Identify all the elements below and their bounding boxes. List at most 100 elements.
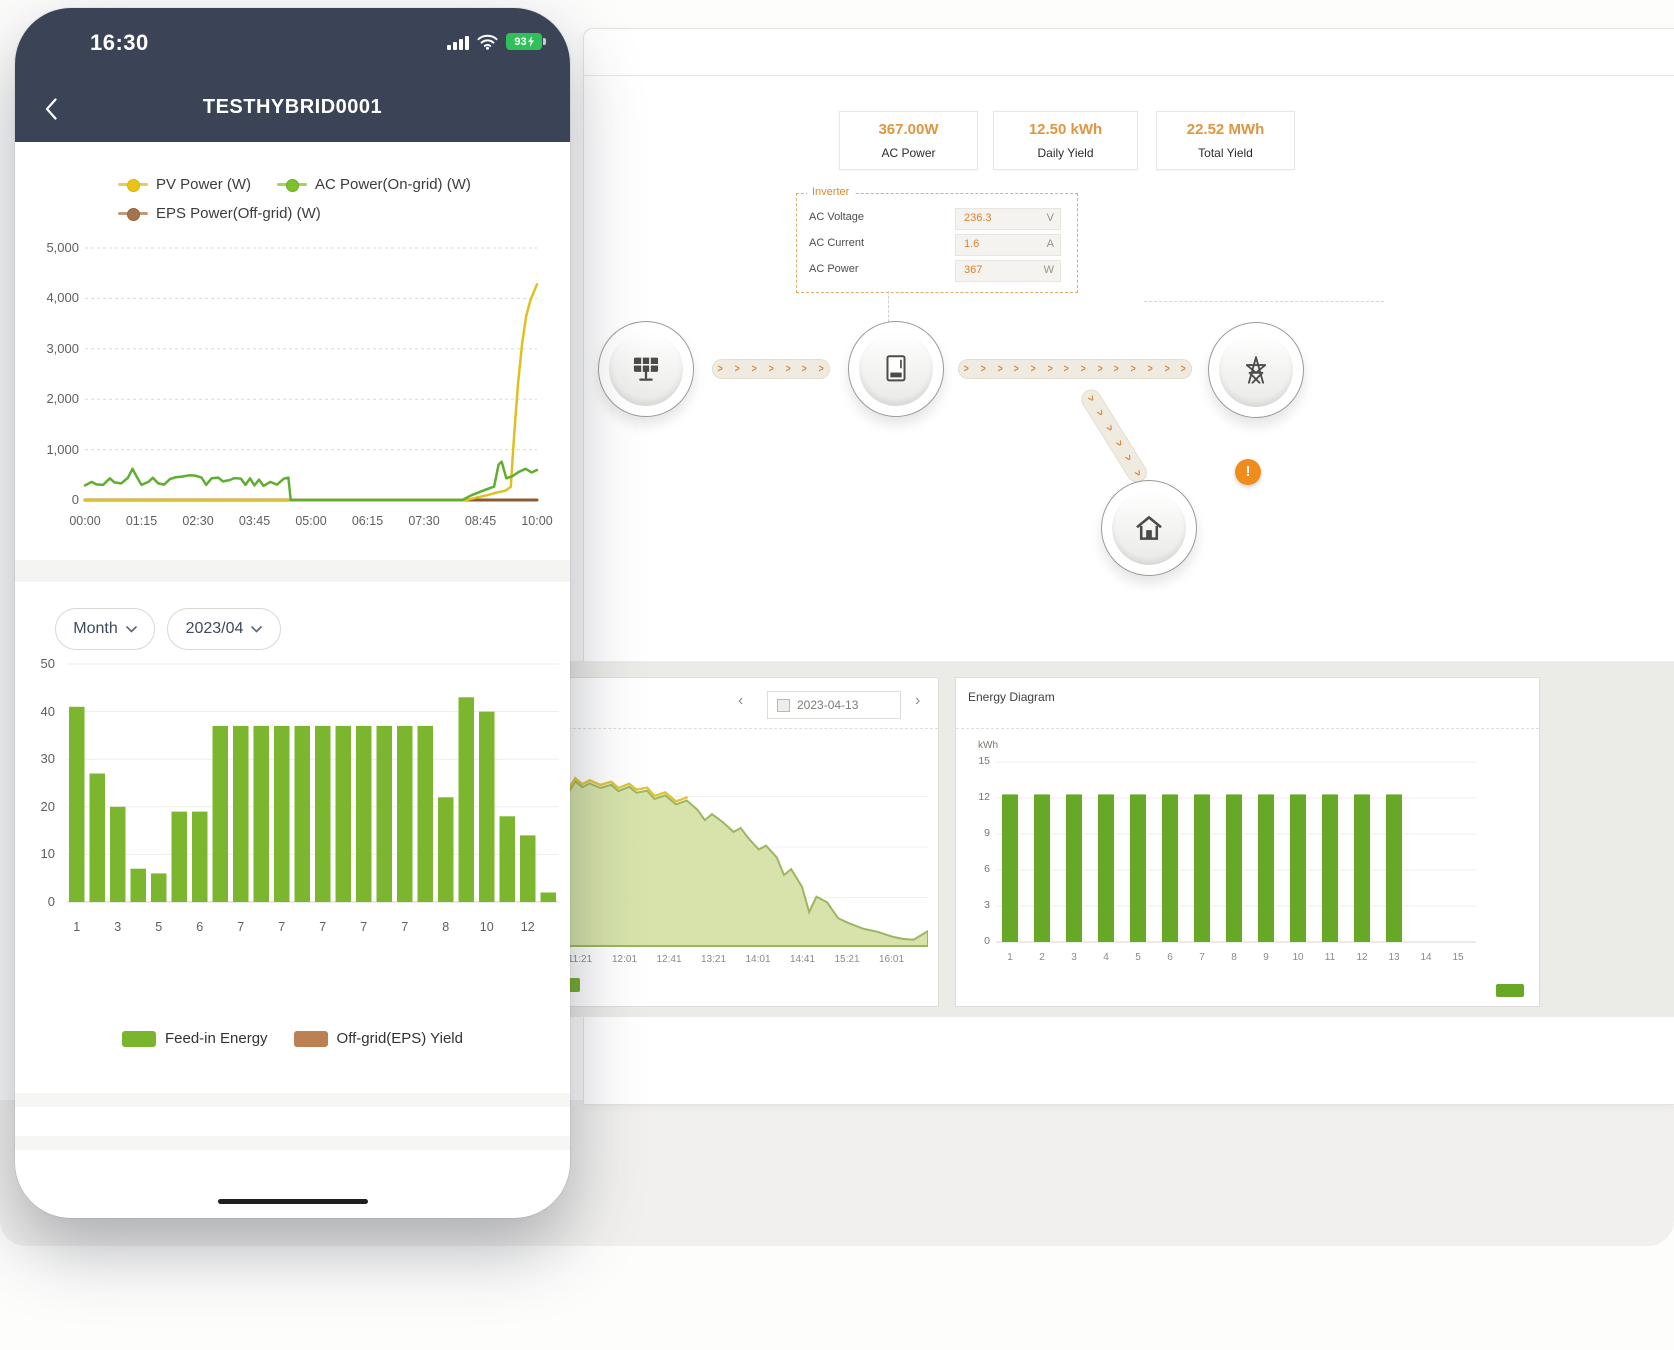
bar — [479, 711, 495, 902]
prev-day-button[interactable]: ‹ — [738, 692, 744, 709]
flow-chevron-icon: > — [717, 363, 723, 375]
bar — [274, 725, 290, 902]
next-day-button[interactable]: › — [915, 692, 921, 709]
stat-value: 367.00W — [878, 121, 939, 138]
bar-chart-legend: Feed-in Energy Off-grid(EPS) Yield — [15, 1030, 570, 1047]
energy-bar-chart-svg — [996, 761, 1476, 943]
tick-label: 13:21 — [700, 954, 727, 965]
chevron-down-icon — [251, 625, 263, 633]
tick-label: 8 — [1231, 952, 1237, 963]
tick-label: 50 — [40, 656, 55, 671]
tick-label: 7 — [360, 920, 368, 934]
daily-curve-panel: ‹ 2023-04-13 › 11:21 12:01 12:41 13:21 14:01… — [557, 677, 939, 1007]
bar-chart-y-axis: 50 40 30 20 10 0 — [25, 656, 61, 909]
eps-legend-marker-icon — [118, 207, 148, 221]
tick-label: 7 — [401, 920, 409, 934]
inverter-row-power: AC Power 367 W — [797, 260, 1077, 282]
desktop-dashboard: 367.00W AC Power 12.50 kWh Daily Yield 2… — [557, 28, 1674, 1105]
ac-legend-marker-icon — [277, 178, 308, 192]
tick-label: 3 — [114, 920, 122, 934]
stat-label: AC Power — [881, 146, 936, 160]
tick-label: 13 — [1388, 952, 1400, 963]
bar — [1034, 794, 1050, 942]
row-value-box: 1.6 A — [955, 234, 1061, 256]
legend-label: PV Power (W) — [156, 176, 252, 193]
stat-ac-power: 367.00W AC Power — [839, 111, 978, 170]
row-unit: V — [1046, 212, 1054, 224]
inverter-icon — [886, 355, 906, 382]
bar — [376, 725, 392, 902]
stat-value: 12.50 kWh — [1028, 121, 1103, 138]
home-icon — [1136, 516, 1162, 540]
section-divider — [15, 560, 570, 582]
tick-label: 0 — [47, 894, 55, 909]
bar — [294, 725, 310, 902]
legend-item-offgrid: Off-grid(EPS) Yield — [293, 1030, 463, 1047]
tick-label: 7 — [278, 920, 286, 934]
bar — [130, 868, 146, 902]
battery-percent: 93 — [514, 35, 527, 48]
stat-label: Daily Yield — [1037, 146, 1094, 160]
tick-label: 11:21 — [567, 954, 593, 965]
legend-item-pv: PV Power (W) — [118, 176, 251, 193]
daily-area-chart — [566, 746, 929, 948]
flow-pipe-to-home: > > > > > > — [1077, 385, 1151, 487]
bar — [171, 811, 187, 902]
energy-chart-y-axis: 15 12 9 6 3 0 — [964, 755, 990, 948]
bar — [417, 725, 433, 902]
cellular-signal-icon — [447, 36, 469, 50]
node-home[interactable] — [1101, 480, 1197, 576]
back-button[interactable] — [45, 92, 75, 126]
row-unit: A — [1046, 238, 1054, 250]
tick-label: 10 — [479, 920, 494, 934]
bar — [438, 797, 454, 902]
bar — [1322, 794, 1338, 942]
offgrid-legend-swatch-icon — [293, 1030, 328, 1047]
tick-label: 4,000 — [46, 290, 79, 306]
tick-label: 05:00 — [295, 514, 327, 528]
solar-panel-icon — [633, 357, 659, 381]
tick-label: 4 — [1103, 952, 1109, 963]
flow-pipe-inverter-to-grid: > > > > > > > > > > > > > > — [958, 359, 1192, 379]
tick-label: 14:01 — [745, 954, 771, 965]
bar — [89, 773, 105, 902]
warning-badge[interactable]: ! — [1235, 459, 1261, 485]
bar — [397, 725, 413, 902]
bar — [540, 892, 556, 902]
legend-item-feedin: Feed-in Energy — [121, 1030, 268, 1047]
bar — [1002, 794, 1018, 942]
power-chart-x-axis: 00:00 01:15 02:30 03:45 05:00 06:15 07:30 08:45… — [69, 514, 552, 532]
tick-label: 7 — [319, 920, 327, 934]
tick-label: 07:30 — [408, 514, 440, 528]
bar — [1386, 794, 1402, 942]
month-dropdown[interactable]: 2023/04 — [167, 608, 281, 650]
charging-bolt-icon — [527, 36, 534, 47]
status-time: 16:30 — [90, 30, 149, 55]
date-picker[interactable]: 2023-04-13 — [767, 691, 901, 719]
flow-chevron-icon: > — [1084, 393, 1098, 404]
home-indicator[interactable] — [217, 1199, 368, 1204]
tick-label: 0 — [71, 492, 79, 507]
power-chart-legend: PV Power (W) AC Power(On-grid) (W) EPS P… — [118, 176, 548, 222]
row-value: 367 — [964, 264, 983, 276]
tick-label: 9 — [1263, 952, 1269, 963]
node-power-grid[interactable] — [1208, 322, 1304, 418]
legend-label: Off-grid(EPS) Yield — [336, 1030, 463, 1047]
bar — [1130, 794, 1146, 942]
bar — [212, 725, 228, 902]
selected-date: 2023-04-13 — [797, 698, 859, 712]
node-inverter[interactable] — [848, 321, 944, 417]
bar — [151, 873, 167, 902]
period-dropdown[interactable]: Month — [55, 608, 155, 650]
row-label: AC Voltage — [809, 211, 865, 223]
tick-label: 6 — [984, 863, 990, 875]
legend-label: EPS Power(Off-grid) (W) — [156, 205, 321, 222]
bar — [458, 697, 474, 902]
legend-label: Feed-in Energy — [164, 1030, 268, 1047]
node-solar-panel[interactable] — [598, 321, 694, 417]
stat-label: Total Yield — [1198, 146, 1253, 160]
bar — [69, 706, 85, 902]
tick-label: 0 — [984, 935, 990, 947]
phone: 16:30 93 — [15, 8, 570, 1218]
